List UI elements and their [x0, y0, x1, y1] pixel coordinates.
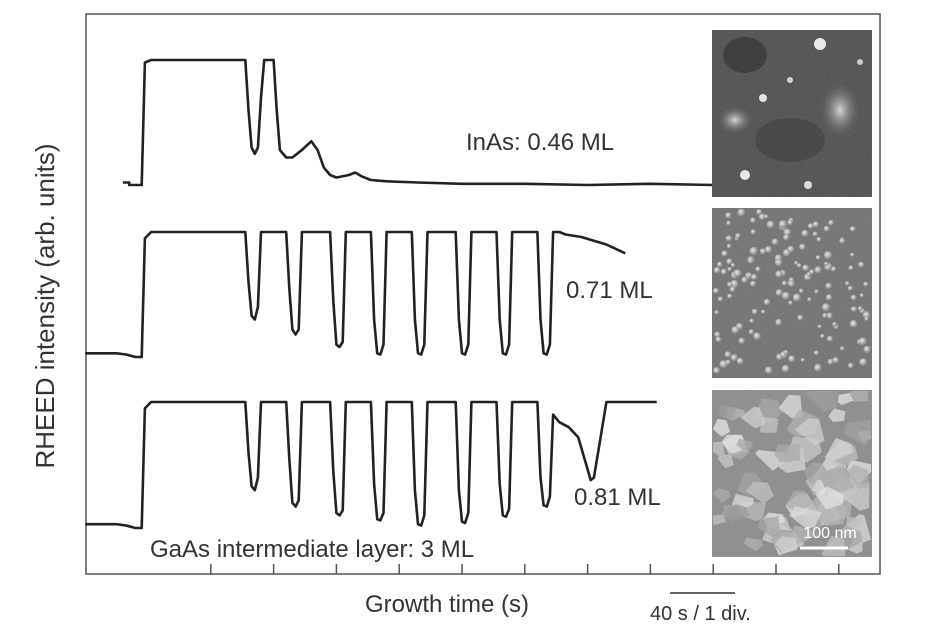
trace-series-2 — [85, 400, 657, 530]
afm-image-0-81ml: 100 nm — [712, 390, 872, 557]
series-label-0-81ml: 0.81 ML — [574, 484, 661, 511]
afm-image-0-71ml — [712, 208, 872, 378]
time-scale-label: 40 s / 1 div. — [650, 603, 751, 625]
afm-scale-label: 100 nm — [803, 525, 856, 542]
trace-series-1 — [85, 230, 626, 359]
bottom-annotation: GaAs intermediate layer: 3 ML — [150, 536, 474, 563]
trace-series-0 — [122, 58, 745, 187]
series-label-0-71ml: 0.71 ML — [566, 277, 653, 304]
plot-frame — [85, 13, 881, 575]
rheed-traces — [85, 58, 745, 530]
x-axis-ticks — [210, 564, 840, 574]
x-axis-label: Growth time (s) — [365, 591, 529, 618]
y-axis-label: RHEED intensity (arb. units) — [30, 143, 60, 468]
afm-image-0-46ml — [712, 30, 872, 197]
series-label-0-46ml: InAs: 0.46 ML — [466, 129, 614, 156]
